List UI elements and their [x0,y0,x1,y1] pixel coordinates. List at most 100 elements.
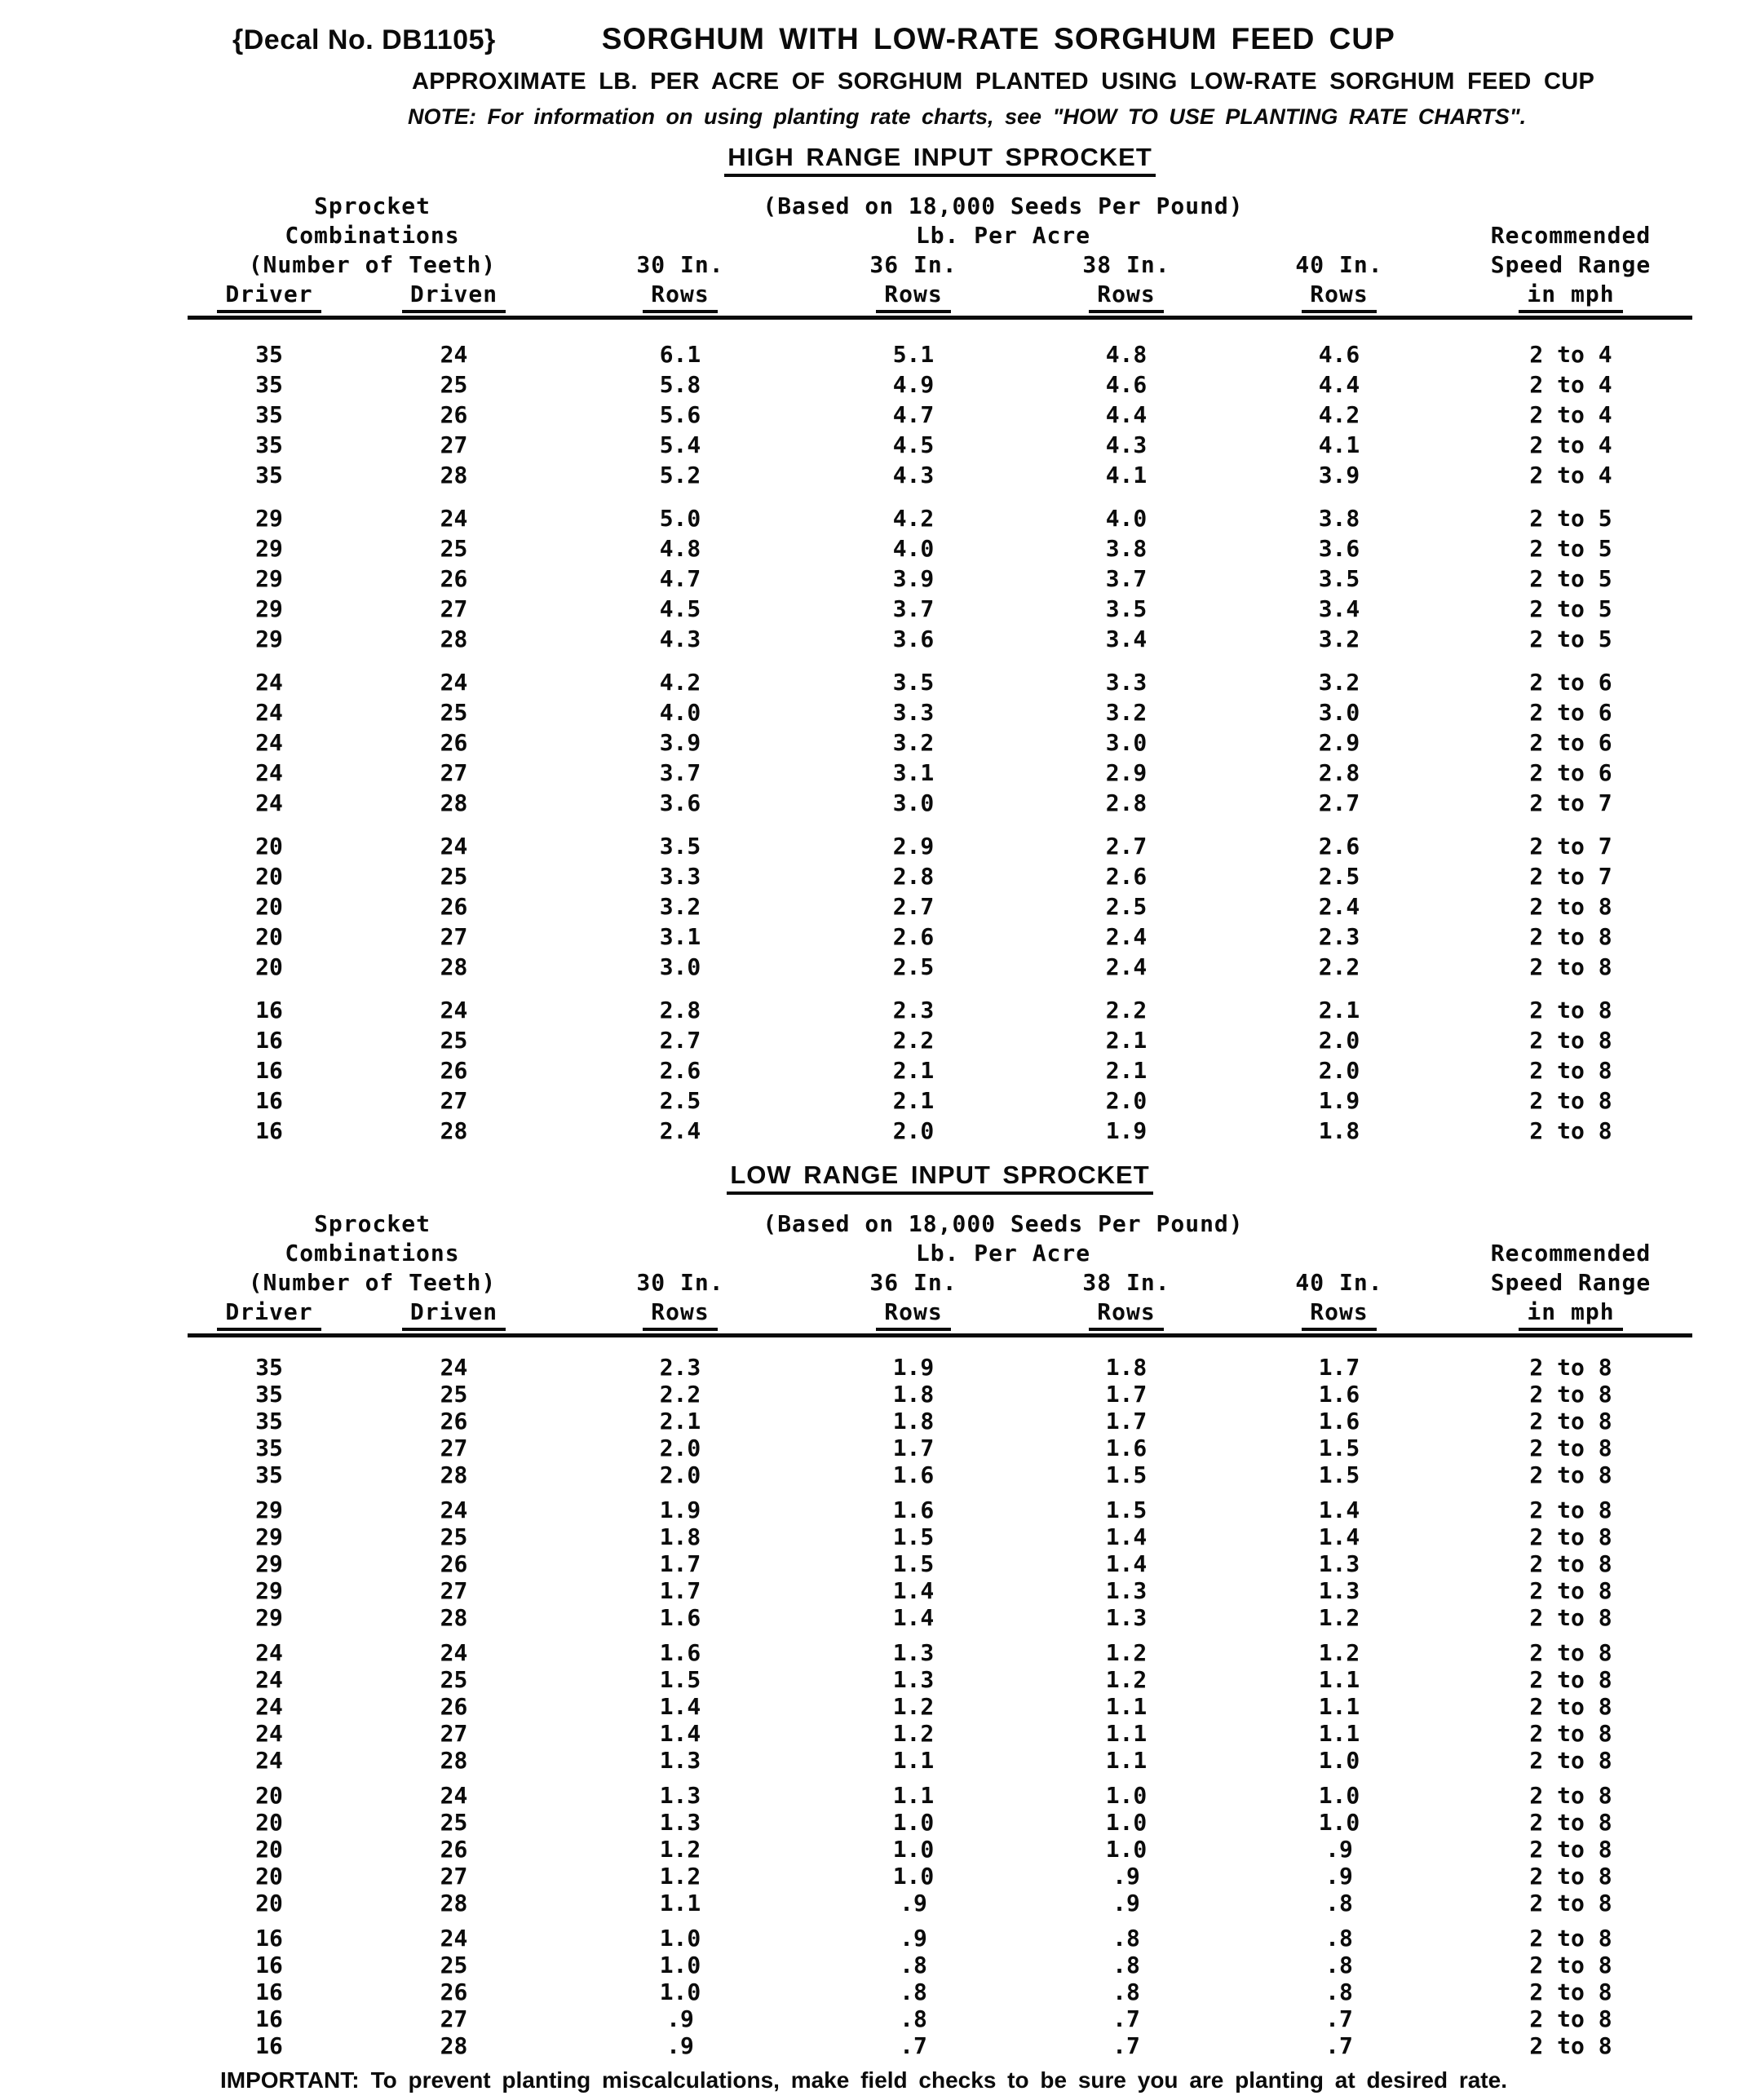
table-cell: 16 [255,997,283,1023]
driven-col-label: Driven [351,280,557,313]
table-cell: 2 to 8 [1529,1836,1612,1863]
table-cell: 1.5 [1105,1497,1148,1523]
table-cell: 2 to 8 [1529,1952,1612,1978]
table-cell: 4.6 [1318,341,1360,368]
table-cell: 1.5 [892,1523,935,1550]
table-row: 20 25 1.3 1.0 1.0 1.0 2 to 8 [188,1809,1692,1836]
table-cell: 2 to 8 [1529,1057,1612,1084]
table-row: 20 26 1.2 1.0 1.0 .9 2 to 8 [188,1836,1692,1863]
table-cell: 2 to 8 [1529,1354,1612,1381]
table-cell: 2.8 [659,997,701,1023]
table-cell: 26 [440,1057,468,1084]
table-cell: 2 to 8 [1529,1720,1612,1747]
table-row: 16 24 2.8 2.3 2.2 2.1 2 to 8 [188,995,1692,1025]
table-row: 16 28 .9 .7 .7 .7 2 to 8 [188,2032,1692,2059]
table-cell: 28 [440,462,468,489]
speed-group-label: Recommended [1490,1240,1652,1267]
table-cell: 16 [255,1952,283,1978]
col-30in-label: 30 In. [636,1269,724,1296]
table-cell: 24 [440,341,468,368]
table-row: 20 24 1.3 1.1 1.0 1.0 2 to 8 [188,1782,1692,1809]
table-cell: 2.0 [1105,1087,1148,1114]
table-cell: 1.9 [659,1497,701,1523]
table-cell: 2 to 8 [1529,1925,1612,1952]
table-cell: 1.5 [659,1666,701,1693]
table-cell: 1.8 [892,1408,935,1435]
table-cell: 24 [255,699,283,726]
table-cell: 1.6 [892,1497,935,1523]
table-cell: 26 [440,729,468,756]
table-cell: 2.2 [1318,953,1360,980]
col-40in-label: 40 In. [1295,1269,1383,1296]
table-cell: 29 [255,1497,283,1523]
table-cell: 2.1 [1105,1057,1148,1084]
table-row: 24 27 3.7 3.1 2.9 2.8 2 to 6 [188,758,1692,788]
sprocket-block: 24 24 4.2 3.5 3.3 3.2 2 to 6 24 25 4.0 3.3 3.2 3.0 2 … [188,667,1692,818]
table-cell: 2.4 [1105,923,1148,950]
table-cell: 5.4 [659,431,701,458]
table-cell: 2 to 8 [1529,997,1612,1023]
table-cell: 2 to 8 [1529,1747,1612,1774]
table-cell: 2.9 [892,833,935,860]
table-cell: 2 to 8 [1529,1461,1612,1488]
table-row: 16 28 2.4 2.0 1.9 1.8 2 to 8 [188,1116,1692,1146]
table-cell: 24 [440,1639,468,1666]
table-cell: 4.7 [892,401,935,428]
table-cell: 35 [255,1461,283,1488]
table-cell: 24 [255,1720,283,1747]
table-cell: 3.6 [659,789,701,816]
sprocket-block: 20 24 1.3 1.1 1.0 1.0 2 to 8 20 25 1.3 1.0 1.0 1.0 2 … [188,1782,1692,1917]
table-cell: 26 [440,1550,468,1577]
table-cell: 1.0 [1318,1747,1360,1774]
table-cell: 1.1 [1318,1693,1360,1720]
table-cell: 2 to 8 [1529,1577,1612,1604]
table-cell: 25 [440,371,468,398]
table-cell: .9 [666,2005,694,2032]
table-cell: 27 [440,1577,468,1604]
table-cell: 2 to 8 [1529,893,1612,920]
sprocket-block: 24 24 1.6 1.3 1.2 1.2 2 to 8 24 25 1.5 1.3 1.2 1.1 2 … [188,1639,1692,1774]
table-cell: 35 [255,341,283,368]
table-cell: 1.7 [1105,1408,1148,1435]
header-row-4: Driver Driven Rows Rows Rows Rows in mph [188,1298,1692,1331]
table-cell: 3.5 [892,669,935,696]
col-36in-label: 36 In. [869,251,957,278]
table-header: Sprocket (Based on 18,000 Seeds Per Poun… [188,192,1692,320]
table-cell: 3.8 [1318,505,1360,532]
important-label: IMPORTANT: [220,2067,360,2093]
col-36in-label: 36 In. [869,1269,957,1296]
table-cell: .8 [1325,1952,1353,1978]
table-cell: 2 to 8 [1529,1027,1612,1054]
table-cell: 2 to 4 [1529,341,1612,368]
table-cell: 1.1 [1105,1747,1148,1774]
table-cell: 2.6 [659,1057,701,1084]
table-cell: 4.6 [1105,371,1148,398]
sprocket-block: 20 24 3.5 2.9 2.7 2.6 2 to 7 20 25 3.3 2.8 2.6 2.5 2 … [188,831,1692,982]
table-cell: 4.5 [659,595,701,622]
table-cell: 4.0 [1105,505,1148,532]
table-cell: 2.5 [1318,863,1360,890]
table-cell: 4.7 [659,565,701,592]
table-cell: 3.1 [659,923,701,950]
table-cell: 1.1 [892,1747,935,1774]
table-cell: 1.1 [1105,1693,1148,1720]
sprocket-group-label: (Number of Teeth) [248,1269,497,1296]
table-cell: 2 to 8 [1529,1693,1612,1720]
table-cell: 27 [440,1863,468,1890]
table-cell: 2.6 [1105,863,1148,890]
table-cell: 4.4 [1105,401,1148,428]
table-cell: 35 [255,371,283,398]
table-cell: 1.2 [1318,1639,1360,1666]
table-cell: 27 [440,923,468,950]
table-cell: 1.3 [1105,1577,1148,1604]
table-cell: 35 [255,431,283,458]
table-cell: 4.0 [659,699,701,726]
high-range-table-body: 35 24 6.1 5.1 4.8 4.6 2 to 4 35 25 5.8 4.9 4.6 4.4 2 … [188,339,1692,1146]
table-cell: 3.5 [1105,595,1148,622]
table-cell: 24 [440,1782,468,1809]
table-cell: 26 [440,1408,468,1435]
table-row: 29 24 1.9 1.6 1.5 1.4 2 to 8 [188,1497,1692,1523]
table-cell: 1.6 [892,1461,935,1488]
table-cell: 2.0 [659,1435,701,1461]
high-range-section-title: HIGH RANGE INPUT SPROCKET [188,143,1692,177]
